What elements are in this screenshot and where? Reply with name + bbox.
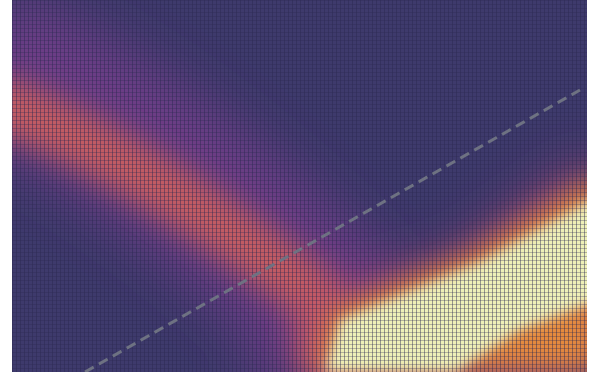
grid-texture xyxy=(12,0,587,372)
